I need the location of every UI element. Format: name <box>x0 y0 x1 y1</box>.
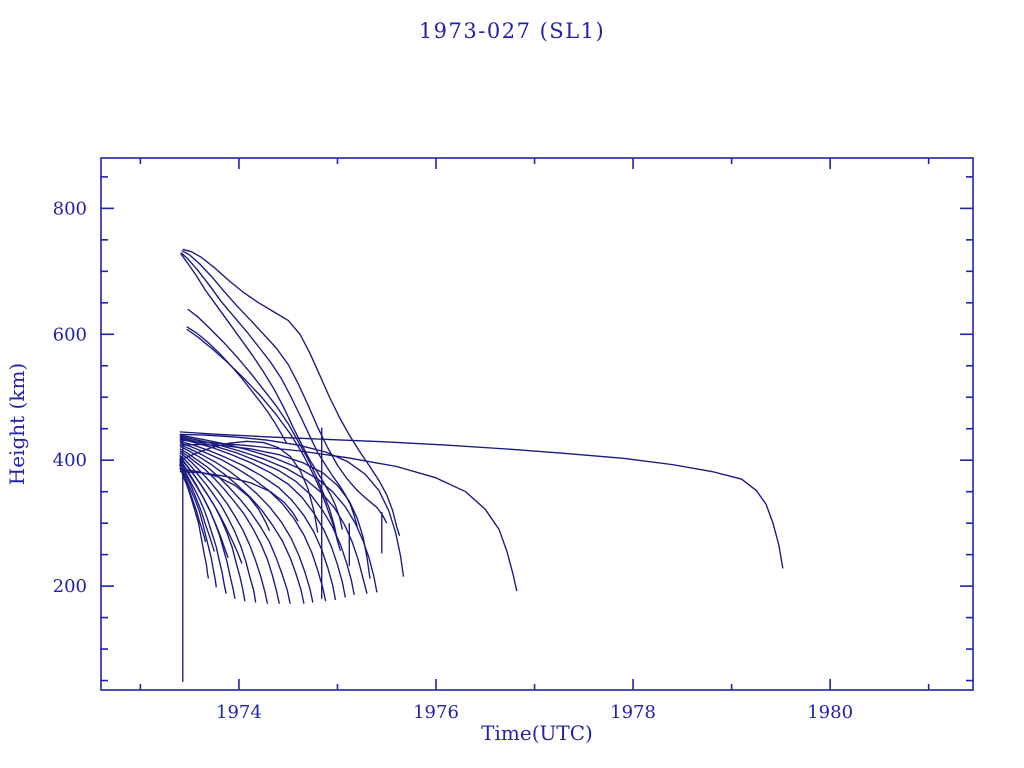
data-curve <box>179 462 227 594</box>
y-axis-tick-labels: 200 400 600 800 <box>53 198 87 597</box>
data-curve <box>179 452 269 604</box>
y-tick-label: 600 <box>53 324 87 345</box>
data-curve <box>179 439 518 592</box>
data-curve <box>179 470 299 522</box>
x-tick-label: 1976 <box>413 702 459 723</box>
plot-frame <box>100 157 974 691</box>
x-tick-label: 1980 <box>807 702 853 723</box>
data-curve <box>186 326 287 443</box>
x-tick-label: 1974 <box>216 702 262 723</box>
data-curve <box>180 253 344 530</box>
data-curve <box>180 251 358 527</box>
data-curve <box>182 248 401 536</box>
x-axis-ticks <box>139 158 930 690</box>
data-curve <box>179 450 280 604</box>
data-curve <box>186 328 342 552</box>
data-curve <box>179 438 347 598</box>
x-axis-label: Time(UTC) <box>481 721 593 745</box>
data-curve <box>179 436 355 596</box>
chart-title: 1973-027 (SL1) <box>419 19 605 43</box>
data-curve <box>179 445 305 604</box>
data-curve <box>179 440 337 601</box>
data-curve <box>179 443 314 603</box>
data-curve <box>179 441 327 602</box>
y-axis-label: Height (km) <box>5 363 29 485</box>
y-tick-label: 200 <box>53 576 87 597</box>
data-curve <box>187 308 339 541</box>
y-tick-label: 800 <box>53 198 87 219</box>
data-curve <box>179 440 319 533</box>
x-axis-tick-labels: 1974 1976 1978 1980 <box>216 702 853 723</box>
data-curve <box>179 443 371 579</box>
data-curve <box>179 434 378 593</box>
data-curve <box>179 464 217 588</box>
data-curve <box>179 454 257 603</box>
data-curve <box>181 249 388 524</box>
data-curve <box>179 431 784 569</box>
data-curves-group <box>179 248 784 682</box>
y-tick-label: 400 <box>53 450 87 471</box>
data-curve <box>179 433 405 577</box>
data-curve <box>179 456 243 564</box>
y-axis-ticks <box>101 176 973 682</box>
data-curve <box>179 448 291 604</box>
x-tick-label: 1978 <box>610 702 656 723</box>
